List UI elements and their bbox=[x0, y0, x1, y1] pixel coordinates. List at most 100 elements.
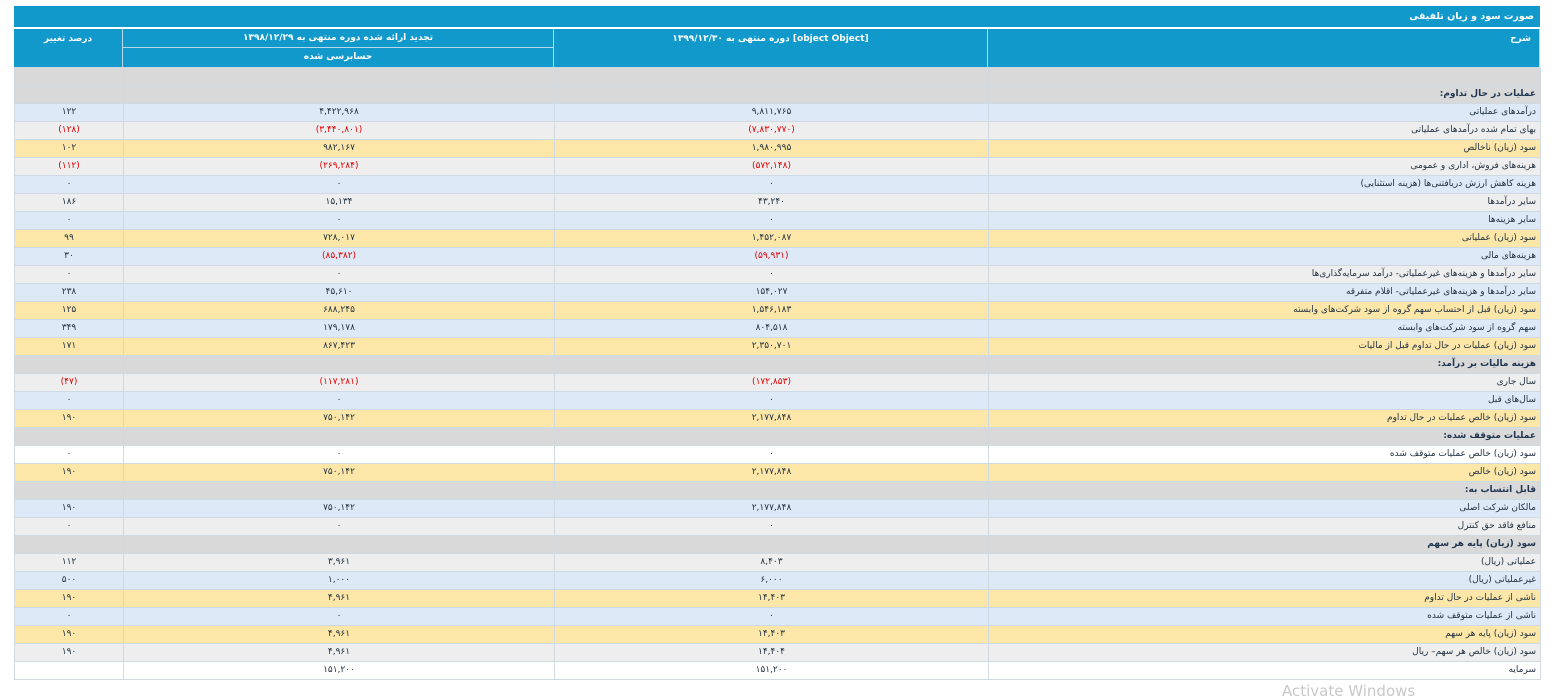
cell-current: ۲,۱۷۷,۸۴۸ bbox=[554, 409, 989, 428]
cell-current: (۵۷۲,۱۴۸) bbox=[554, 157, 989, 176]
table-row: سود (زیان) خالص عملیات در حال تداوم ۲,۱۷۷… bbox=[14, 409, 1541, 428]
cell-current: ۰ bbox=[554, 211, 989, 230]
table-row: سود (زیان) ناخالص ۱,۹۸۰,۹۹۵ ۹۸۲,۱۶۷ ۱۰۲ bbox=[14, 139, 1541, 158]
cell-change: ۰ bbox=[14, 211, 124, 230]
cell-current: (۵۹,۹۳۱) bbox=[554, 247, 989, 266]
cell-desc: سود (زیان) قبل از احتساب سهم گروه از سود… bbox=[988, 301, 1541, 320]
cell-current: ۰ bbox=[554, 175, 989, 194]
cell-prior: ۴,۹۶۱ bbox=[123, 589, 555, 608]
cell-current: ۱۴,۴۰۴ bbox=[554, 643, 989, 662]
cell-current: ۰ bbox=[554, 265, 989, 284]
cell-desc: مالکان شرکت اصلی bbox=[988, 499, 1541, 518]
cell-desc: سایر درآمدها و هزینه‌های غیرعملیاتی- اقل… bbox=[988, 283, 1541, 302]
cell-change: ۰ bbox=[14, 517, 124, 536]
cell-desc: هزینه مالیات بر درآمد: bbox=[988, 355, 1541, 374]
cell-prior: ۱۵۱,۲۰۰ bbox=[123, 661, 555, 680]
cell-change bbox=[14, 535, 124, 554]
table-row: هزینه‌های مالی (۵۹,۹۳۱) (۸۵,۳۸۲) ۳۰ bbox=[14, 247, 1541, 266]
cell-current: ۰ bbox=[554, 607, 989, 626]
cell-change: ۱۷۱ bbox=[14, 337, 124, 356]
cell-prior: ۹۸۲,۱۶۷ bbox=[123, 139, 555, 158]
table-row: سود (زیان) خالص هر سهم– ریال ۱۴,۴۰۴ ۴,۹۶۱ ۱… bbox=[14, 643, 1541, 662]
cell-current: ۱,۴۵۲,۰۸۷ bbox=[554, 229, 989, 248]
cell-prior: (۲۶۹,۲۸۴) bbox=[123, 157, 555, 176]
cell-change: ۱۹۰ bbox=[14, 409, 124, 428]
table-row: بهای تمام شده درآمدهای عملیاتی (۷,۸۳۰,۷۷۰… bbox=[14, 121, 1541, 140]
cell-prior bbox=[123, 355, 555, 374]
cell-desc: منافع فاقد حق کنترل bbox=[988, 517, 1541, 536]
section-row: عملیات در حال تداوم: bbox=[14, 85, 1541, 104]
cell-current: ۱۴,۴۰۳ bbox=[554, 625, 989, 644]
cell-prior bbox=[123, 427, 555, 446]
cell-prior: ۰ bbox=[123, 445, 555, 464]
cell-change bbox=[14, 661, 124, 680]
cell-prior: ۰ bbox=[123, 175, 555, 194]
cell-desc: سود (زیان) پایه هر سهم bbox=[988, 625, 1541, 644]
cell-current: ۴۳,۲۴۰ bbox=[554, 193, 989, 212]
cell-current: ۰ bbox=[554, 391, 989, 410]
cell-current: ۸۰۴,۵۱۸ bbox=[554, 319, 989, 338]
cell-prior bbox=[123, 481, 555, 500]
cell-prior: ۷۵۰,۱۴۲ bbox=[123, 409, 555, 428]
table-row: سایر درآمدها ۴۳,۲۴۰ ۱۵,۱۳۴ ۱۸۶ bbox=[14, 193, 1541, 212]
cell-desc: سهم گروه از سود شرکت‌های وابسته bbox=[988, 319, 1541, 338]
cell-prior: ۴,۹۶۱ bbox=[123, 625, 555, 644]
table-row: سایر درآمدها و هزینه‌های غیرعملیاتی- درآ… bbox=[14, 265, 1541, 284]
cell-change: ۱۹۰ bbox=[14, 463, 124, 482]
cell-desc: سایر هزینه‌ها bbox=[988, 211, 1541, 230]
cell-desc: قابل انتساب به: bbox=[988, 481, 1541, 500]
cell-current: ۱۴,۴۰۳ bbox=[554, 589, 989, 608]
section-row bbox=[14, 67, 1541, 86]
cell-current bbox=[554, 427, 989, 446]
header-desc: شرح bbox=[988, 29, 1540, 67]
cell-change: ۰ bbox=[14, 175, 124, 194]
cell-current: ۱۵۴,۰۲۷ bbox=[554, 283, 989, 302]
table-row: هزینه کاهش ارزش دریافتنی‌ها (هزینه استثن… bbox=[14, 175, 1541, 194]
table-row: عملیاتی (ریال) ۸,۴۰۳ ۳,۹۶۱ ۱۱۲ bbox=[14, 553, 1541, 572]
cell-desc: هزینه‌های فروش، اداری و عمومی bbox=[988, 157, 1541, 176]
cell-change: ۰ bbox=[14, 265, 124, 284]
cell-change bbox=[14, 67, 124, 86]
cell-desc: سود (زیان) پایه هر سهم bbox=[988, 535, 1541, 554]
cell-desc bbox=[988, 67, 1541, 86]
cell-desc: سود (زیان) عملیاتی bbox=[988, 229, 1541, 248]
cell-desc: غیرعملیاتی (ریال) bbox=[988, 571, 1541, 590]
cell-prior: ۷۵۰,۱۴۲ bbox=[123, 499, 555, 518]
cell-prior bbox=[123, 85, 555, 104]
table-row: سرمایه ۱۵۱,۲۰۰ ۱۵۱,۲۰۰ bbox=[14, 661, 1541, 680]
income-statement-table: عملیات در حال تداوم: درآمدهای عملیاتی ۹,۸۱… bbox=[14, 67, 1541, 680]
cell-change: ۱۰۲ bbox=[14, 139, 124, 158]
table-row: سود (زیان) خالص عملیات متوقف شده ۰ ۰ ۰ bbox=[14, 445, 1541, 464]
cell-current bbox=[554, 355, 989, 374]
cell-desc: درآمدهای عملیاتی bbox=[988, 103, 1541, 122]
cell-prior: ۱۷۹,۱۷۸ bbox=[123, 319, 555, 338]
cell-desc: سایر درآمدها و هزینه‌های غیرعملیاتی- درآ… bbox=[988, 265, 1541, 284]
table-row: سود (زیان) عملیات در حال تداوم قبل از ما… bbox=[14, 337, 1541, 356]
cell-change: ۱۹۰ bbox=[14, 643, 124, 662]
cell-change: ۲۳۸ bbox=[14, 283, 124, 302]
cell-change: ۵۰۰ bbox=[14, 571, 124, 590]
table-row: سایر درآمدها و هزینه‌های غیرعملیاتی- اقل… bbox=[14, 283, 1541, 302]
cell-prior: (۱۱۷,۲۸۱) bbox=[123, 373, 555, 392]
cell-current: ۱۵۱,۲۰۰ bbox=[554, 661, 989, 680]
cell-current: ۱,۵۴۶,۱۸۳ bbox=[554, 301, 989, 320]
cell-current: ۱,۹۸۰,۹۹۵ bbox=[554, 139, 989, 158]
cell-current bbox=[554, 535, 989, 554]
cell-desc: هزینه کاهش ارزش دریافتنی‌ها (هزینه استثن… bbox=[988, 175, 1541, 194]
cell-prior: ۰ bbox=[123, 265, 555, 284]
cell-change: ۱۲۵ bbox=[14, 301, 124, 320]
cell-current: (۱۷۲,۸۵۳) bbox=[554, 373, 989, 392]
cell-desc: سود (زیان) خالص bbox=[988, 463, 1541, 482]
cell-change: ۹۹ bbox=[14, 229, 124, 248]
cell-desc: سرمایه bbox=[988, 661, 1541, 680]
table-row: درآمدهای عملیاتی ۹,۸۱۱,۷۶۵ ۴,۴۲۲,۹۶۸ ۱۲۲ bbox=[14, 103, 1541, 122]
cell-change: ۰ bbox=[14, 607, 124, 626]
table-row: سایر هزینه‌ها ۰ ۰ ۰ bbox=[14, 211, 1541, 230]
cell-desc: سال‌های قبل bbox=[988, 391, 1541, 410]
cell-desc: هزینه‌های مالی bbox=[988, 247, 1541, 266]
cell-current bbox=[554, 481, 989, 500]
section-row: قابل انتساب به: bbox=[14, 481, 1541, 500]
cell-desc: عملیات متوقف شده: bbox=[988, 427, 1541, 446]
cell-prior: (۸۵,۳۸۲) bbox=[123, 247, 555, 266]
cell-current: ۹,۸۱۱,۷۶۵ bbox=[554, 103, 989, 122]
